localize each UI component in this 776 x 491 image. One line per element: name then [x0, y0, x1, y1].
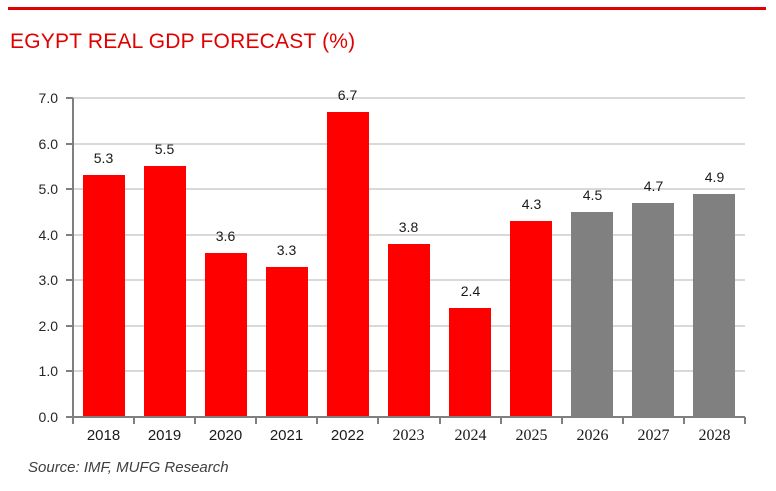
x-axis-label: 2019: [147, 427, 182, 444]
bar: [144, 166, 186, 417]
chart-title: EGYPT REAL GDP FORECAST (%): [10, 30, 356, 53]
x-axis-label: 2024: [454, 427, 487, 444]
y-tick-mark: [66, 416, 73, 418]
x-tick-mark: [500, 417, 502, 424]
x-tick-mark: [133, 417, 135, 424]
y-tick-mark: [66, 370, 73, 373]
x-axis-label: 2018: [86, 427, 121, 444]
bar-value-label: 4.3: [521, 196, 542, 212]
x-tick-mark: [439, 417, 441, 424]
y-tick-mark: [66, 279, 73, 282]
x-axis-label: 2022: [330, 427, 365, 444]
gridline: [73, 233, 745, 236]
y-axis-label: 3.0: [38, 272, 58, 289]
bar-value-label: 4.5: [582, 187, 603, 203]
x-tick-mark: [72, 417, 74, 424]
x-tick-mark: [561, 417, 563, 424]
x-axis-label: 2020: [208, 427, 243, 444]
x-tick-mark: [377, 417, 379, 424]
bar-value-label: 3.6: [215, 228, 236, 244]
x-tick-mark: [316, 417, 318, 424]
bar: [693, 194, 735, 417]
bar-value-label: 2.4: [460, 283, 481, 299]
bar: [83, 175, 125, 417]
bar-value-label: 3.8: [398, 219, 419, 235]
gridline: [73, 97, 745, 99]
bar: [510, 221, 552, 417]
gridline: [73, 142, 745, 145]
y-tick-mark: [66, 188, 73, 191]
x-tick-mark: [255, 417, 257, 424]
bar: [632, 203, 674, 417]
bar: [571, 212, 613, 417]
y-axis-label: 2.0: [38, 317, 58, 334]
x-axis-label: 2026: [576, 427, 609, 444]
bar: [327, 112, 369, 417]
gridline: [73, 188, 745, 191]
brand-rule: [8, 7, 766, 10]
y-tick-mark: [66, 142, 73, 145]
x-axis-label: 2025: [515, 427, 548, 444]
x-tick-mark: [194, 417, 196, 424]
x-tick-mark: [744, 417, 746, 424]
y-axis-label: 1.0: [38, 363, 58, 380]
bar: [449, 308, 491, 417]
y-axis-label: 6.0: [38, 135, 58, 152]
bar: [266, 267, 308, 417]
bar-value-label: 5.3: [93, 150, 114, 166]
bar-value-label: 6.7: [337, 87, 358, 103]
bar: [388, 244, 430, 417]
x-axis-label: 2023: [392, 427, 425, 444]
bar-value-label: 5.5: [154, 141, 175, 157]
x-axis-label: 2021: [269, 427, 304, 444]
source-note: Source: IMF, MUFG Research: [28, 459, 229, 476]
bar-value-label: 4.9: [704, 169, 725, 185]
y-axis-label: 0.0: [38, 409, 58, 425]
bar: [205, 253, 247, 417]
x-tick-mark: [622, 417, 624, 424]
y-tick-mark: [66, 233, 73, 236]
bar-value-label: 4.7: [643, 178, 664, 194]
x-axis-line: [72, 416, 745, 418]
x-axis-label: 2028: [698, 427, 731, 444]
y-axis-label: 7.0: [38, 90, 58, 106]
bar-value-label: 3.3: [276, 242, 297, 258]
y-axis-label: 4.0: [38, 226, 58, 243]
y-tick-mark: [66, 97, 73, 99]
x-tick-mark: [683, 417, 685, 424]
x-axis-label: 2027: [637, 427, 670, 444]
y-tick-mark: [66, 324, 73, 327]
y-axis-label: 5.0: [38, 181, 58, 198]
y-axis-line: [72, 98, 74, 417]
